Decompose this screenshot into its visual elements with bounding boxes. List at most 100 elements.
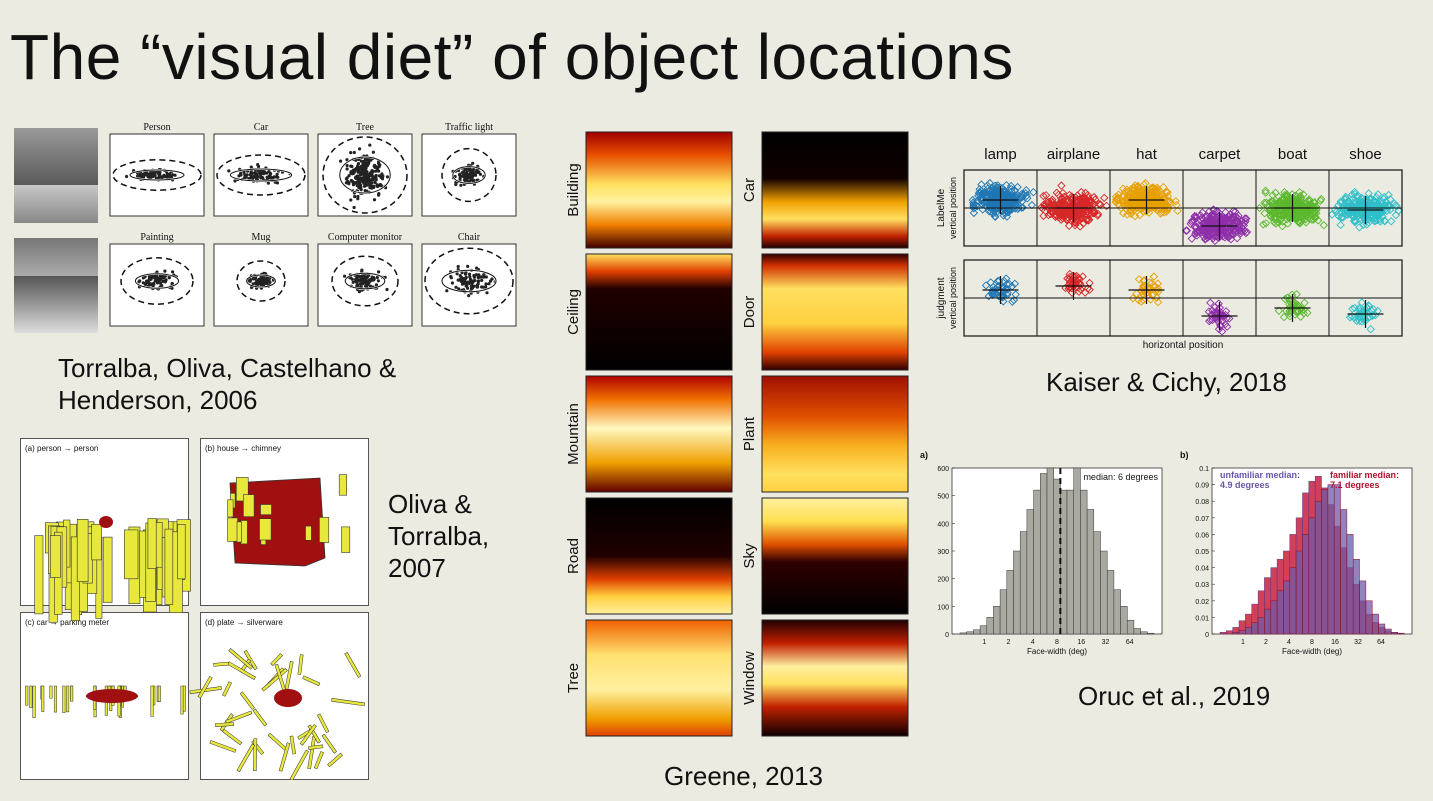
kaiser-object-shoe: shoe <box>1349 146 1382 163</box>
hist-xtick-label: 32 <box>1354 639 1362 646</box>
outer-ellipse <box>441 147 497 203</box>
kaiser-point <box>1373 306 1382 316</box>
hist-xlabel: Face-width (deg) <box>1027 647 1087 656</box>
heatmap-label-ceiling: Ceiling <box>565 289 582 335</box>
kaiser-point <box>1149 183 1158 192</box>
oliva-panel-label-1: (b) house → chimney <box>205 444 281 453</box>
silverware-shape <box>284 661 294 690</box>
kaiser-point <box>1039 211 1048 221</box>
kaiser-point <box>1378 208 1387 217</box>
hist-ytick-label: 400 <box>937 521 949 528</box>
scatter-point <box>376 279 380 283</box>
scatter-title-0: Person <box>143 122 170 133</box>
scatter-point <box>352 205 356 210</box>
scatter-point <box>155 281 160 285</box>
scatter-point <box>160 176 164 180</box>
scatter-point <box>484 282 488 286</box>
kaiser-point <box>969 208 979 218</box>
kaiser-point <box>1111 192 1121 201</box>
hist-bar <box>1372 613 1379 635</box>
scatter-point <box>480 278 484 282</box>
silverware-shape <box>215 722 234 727</box>
kaiser-point <box>1311 213 1320 222</box>
hist-xtick-label: 16 <box>1077 639 1085 646</box>
kaiser-point <box>1235 226 1244 235</box>
hist-bar <box>1251 622 1259 635</box>
hist-ytick-label: 0.08 <box>1195 499 1209 506</box>
kaiser-point <box>1355 305 1364 314</box>
kaiser-point <box>1042 197 1051 207</box>
hist-bar <box>999 589 1008 635</box>
scatter-point <box>268 280 272 284</box>
kaiser-point <box>985 201 994 210</box>
heatmap-plant <box>761 375 909 493</box>
oliva-panel-label-0: (a) person → person <box>25 444 98 453</box>
hist-bar <box>1013 550 1021 635</box>
kaiser-point <box>1200 222 1210 231</box>
kaiser-point <box>995 183 1005 192</box>
hist-ytick-label: 0.05 <box>1195 549 1209 556</box>
street-photo <box>14 128 98 223</box>
hist-xtick-label: 64 <box>1126 639 1134 646</box>
torralba-citation: Torralba, Oliva, Castelhano & Henderson,… <box>58 352 396 416</box>
kaiser-point <box>1198 219 1208 228</box>
scatter-point <box>358 147 362 151</box>
kaiser-point <box>1075 279 1085 288</box>
kaiser-point <box>1138 289 1148 298</box>
kaiser-point <box>991 285 1001 294</box>
hist-bar <box>1040 473 1048 635</box>
kaiser-point <box>1218 317 1227 326</box>
kaiser-point <box>1009 203 1018 213</box>
kaiser-point <box>1228 229 1237 238</box>
scatter-point <box>165 172 169 177</box>
kaiser-point <box>1278 222 1287 231</box>
kaiser-point <box>1336 197 1345 206</box>
scatter-point <box>372 198 377 202</box>
hist-bar <box>1391 632 1398 635</box>
kaiser-point <box>1387 217 1396 226</box>
scatter-point <box>359 275 363 279</box>
outer-ellipse <box>216 154 306 196</box>
heatmap-road <box>585 497 733 615</box>
kaiser-point <box>1209 234 1218 243</box>
scatter-point <box>262 170 266 174</box>
silverware-shape <box>270 653 283 666</box>
torralba-scatter-plots: Person Car Tree Traffic light Painting Mug Com… <box>109 122 517 327</box>
scatter-point <box>471 161 475 165</box>
kaiser-point <box>1271 219 1280 228</box>
kaiser-point <box>1288 190 1297 199</box>
kaiser-row2-sub: vertical position <box>948 267 958 329</box>
chimney-shape <box>260 504 272 515</box>
chimney-shape <box>305 525 312 541</box>
kaiser-xlabel: horizontal position <box>1143 340 1224 351</box>
hist-bar <box>1106 570 1115 635</box>
scatter-point <box>482 273 486 277</box>
person-silhouette <box>147 518 157 569</box>
scatter-point <box>484 275 488 279</box>
kaiser-point <box>988 286 997 295</box>
kaiser-point <box>1366 194 1375 203</box>
heatmap-label-mountain: Mountain <box>565 403 582 465</box>
kaiser-point <box>1319 221 1328 230</box>
scatter-point <box>351 181 355 185</box>
kaiser-point <box>968 195 977 205</box>
scatter-point <box>170 281 174 286</box>
kaiser-point <box>1182 226 1192 235</box>
kaiser-point <box>1206 215 1216 225</box>
kaiser-point <box>1205 207 1214 216</box>
person-silhouette <box>164 528 174 605</box>
kaiser-point <box>1265 197 1275 207</box>
scatter-point <box>477 170 481 174</box>
kaiser-point <box>1038 204 1047 213</box>
kaiser-point <box>1044 197 1054 207</box>
scatter-point <box>372 175 376 179</box>
kaiser-point <box>1345 313 1355 322</box>
hist-ytick-label: 600 <box>937 466 949 473</box>
hist-xtick-label: 32 <box>1102 639 1110 646</box>
silverware-shape <box>253 738 258 772</box>
scatter-point <box>141 281 145 285</box>
kaiser-point <box>1348 304 1357 314</box>
scatter-point <box>454 182 458 187</box>
scatter-point <box>449 274 453 279</box>
kaiser-point <box>1173 206 1182 215</box>
